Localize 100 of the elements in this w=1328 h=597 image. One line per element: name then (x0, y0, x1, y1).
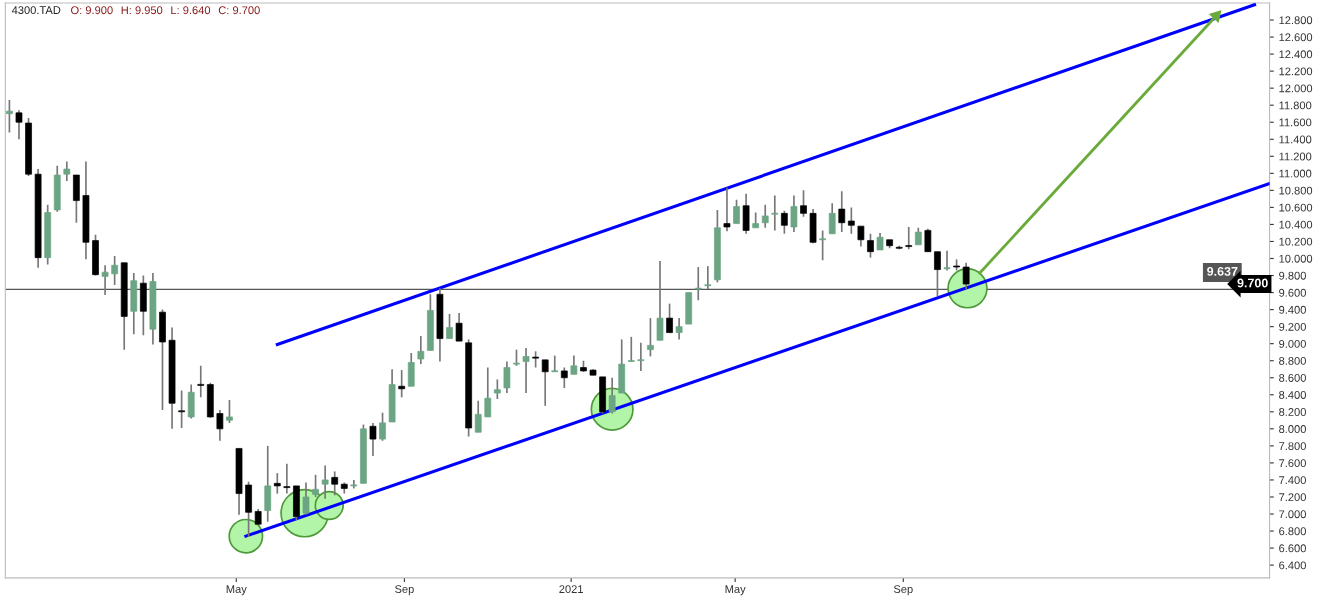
candlestick (867, 232, 874, 259)
y-tick-label: 12.000 (1279, 84, 1313, 93)
candlestick (455, 312, 463, 342)
y-tick-label: 6.600 (1279, 544, 1306, 553)
y-tick-label: 8.600 (1279, 374, 1306, 382)
candlestick (934, 250, 941, 297)
y-tick-label: 6.800 (1279, 527, 1306, 536)
y-tick-label: 9.800 (1279, 271, 1306, 280)
y-tick-label: 8.000 (1279, 425, 1306, 433)
candlestick (771, 194, 779, 232)
candlestick (503, 360, 511, 394)
candlestick (857, 225, 865, 248)
candlestick (302, 481, 310, 516)
ref-line-label: 9.637 (1207, 266, 1238, 276)
candlestick (111, 255, 119, 286)
y-tick-label: 7.400 (1279, 476, 1306, 485)
candlestick (723, 186, 731, 233)
candlestick (446, 313, 453, 340)
candlestick (637, 341, 645, 372)
candlestick (560, 366, 568, 389)
y-tick-label: 6.400 (1279, 561, 1306, 570)
y-tick-label: 11.600 (1279, 118, 1312, 127)
y-tick-label: 10.200 (1279, 237, 1313, 246)
candlestick (733, 198, 740, 225)
annotation: L: 9.640 (171, 6, 211, 15)
candlestick (6, 99, 13, 134)
candlestick (312, 474, 319, 498)
candlestick (962, 261, 970, 290)
y-tick-label: 10.000 (1279, 254, 1313, 263)
y-tick-label: 12.600 (1279, 33, 1313, 42)
candlestick (675, 317, 683, 341)
candlestick (484, 366, 492, 418)
candlestick (226, 399, 233, 424)
candlestick (828, 202, 836, 235)
candlestick (216, 409, 224, 442)
candlestick (838, 190, 846, 233)
candlestick (781, 209, 788, 235)
candlestick (704, 265, 712, 290)
candlestick (369, 422, 377, 457)
y-tick-label: 7.200 (1279, 493, 1306, 502)
y-tick-label: 8.800 (1279, 356, 1306, 365)
candlestick (800, 189, 807, 218)
annotation: 9.700 (1237, 278, 1268, 288)
candlestick (627, 336, 635, 363)
candlestick (694, 266, 702, 302)
candlestick (101, 264, 109, 296)
y-tick-label: 11.400 (1279, 135, 1312, 144)
y-tick-label: 11.200 (1279, 152, 1312, 161)
x-tick-label: May (725, 585, 746, 596)
y-tick-label: 9.400 (1279, 305, 1306, 314)
candlestick (647, 317, 654, 358)
annotation: H: 9.950 (121, 6, 163, 15)
candlestick (608, 376, 616, 415)
y-tick-label: 7.600 (1279, 459, 1306, 468)
candlestick (656, 260, 664, 342)
y-tick-label: 7.800 (1279, 442, 1306, 451)
y-tick-label: 10.400 (1279, 220, 1313, 229)
candlestick (15, 109, 23, 141)
candlestick (417, 335, 425, 365)
y-tick-label: 8.400 (1279, 391, 1306, 399)
candlestick (570, 354, 578, 376)
annotation: O: 9.900 (71, 6, 113, 15)
candlestick (551, 354, 559, 373)
candlestick (407, 352, 415, 388)
candlestick (178, 389, 185, 429)
y-tick-label: 9.200 (1279, 322, 1306, 331)
y-tick-label: 7.000 (1279, 510, 1306, 519)
y-tick-label: 9.000 (1279, 339, 1306, 348)
candlestick (474, 399, 482, 434)
candlestick (379, 411, 386, 442)
y-tick-label: 12.400 (1279, 50, 1313, 59)
candlestick (541, 359, 549, 407)
candlestick (905, 226, 913, 250)
y-tick-label: 12.800 (1279, 16, 1313, 25)
candlestick (522, 347, 530, 394)
candlestick (924, 227, 932, 253)
candlestick (321, 464, 329, 500)
candlestick (819, 229, 826, 262)
y-tick-label: 10.600 (1279, 203, 1313, 212)
candlestick (283, 462, 291, 495)
y-tick-label: 12.200 (1279, 67, 1313, 76)
y-tick-label: 10.800 (1279, 186, 1313, 195)
candlestick (331, 470, 339, 497)
candlestick (943, 250, 951, 272)
y-tick-label: 11.000 (1279, 169, 1312, 178)
candlestick (493, 378, 501, 400)
candlestick (398, 369, 406, 399)
candlestick (847, 206, 855, 235)
x-tick-label: May (226, 585, 247, 596)
x-tick-label: Sep (893, 585, 913, 596)
candlestick (666, 302, 673, 334)
candlestick (197, 364, 205, 399)
annotation: C: 9.700 (218, 6, 260, 15)
x-tick-label: Sep (395, 585, 414, 596)
candlestick (790, 194, 798, 233)
candlestick (273, 472, 281, 495)
candlestick (761, 204, 769, 229)
y-tick-label: 9.600 (1279, 288, 1306, 297)
chart-title: 4300.TAD (11, 6, 61, 15)
candlestick (63, 160, 71, 182)
